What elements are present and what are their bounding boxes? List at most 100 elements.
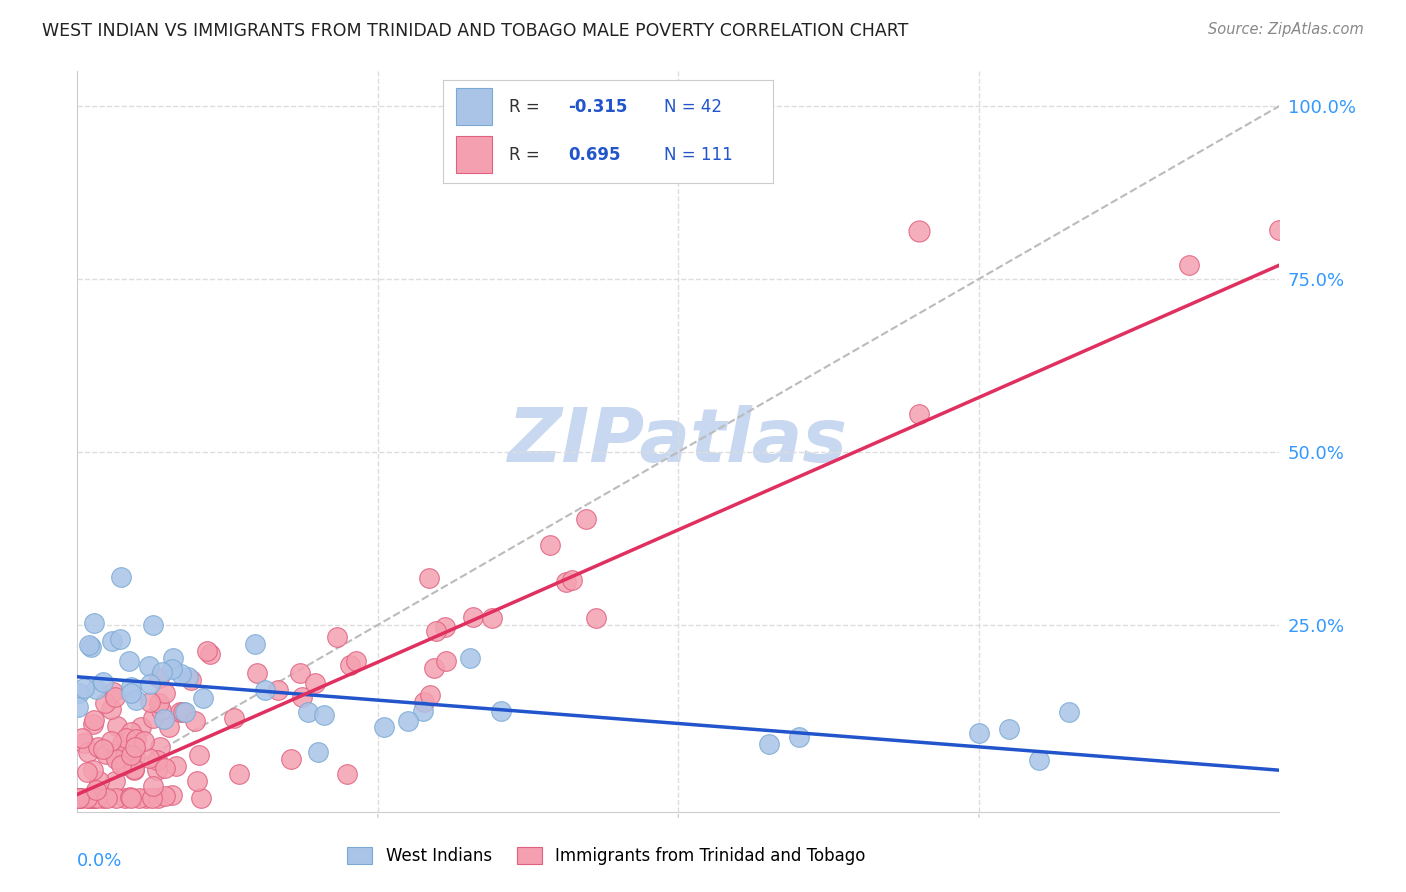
Point — [82, 763, 104, 777]
Point — [146, 764, 169, 778]
Point — [758, 737, 780, 751]
Point — [128, 790, 150, 805]
Point — [108, 632, 131, 646]
Point — [574, 512, 596, 526]
Point — [344, 654, 367, 668]
Point — [561, 574, 583, 588]
Point — [412, 704, 434, 718]
Point — [125, 693, 148, 707]
Point — [91, 790, 114, 805]
Point — [142, 618, 165, 632]
Point — [83, 790, 105, 805]
Point — [87, 740, 110, 755]
Point — [170, 666, 193, 681]
Point — [87, 773, 110, 788]
Point — [142, 711, 165, 725]
Point — [169, 705, 191, 719]
Point — [73, 736, 96, 750]
Point — [80, 640, 103, 654]
Point — [70, 790, 93, 805]
Point — [190, 790, 212, 805]
Legend: West Indians, Immigrants from Trinidad and Tobago: West Indians, Immigrants from Trinidad a… — [339, 838, 873, 874]
Point — [138, 751, 160, 765]
Text: WEST INDIAN VS IMMIGRANTS FROM TRINIDAD AND TOBAGO MALE POVERTY CORRELATION CHAR: WEST INDIAN VS IMMIGRANTS FROM TRINIDAD … — [42, 22, 908, 40]
Point — [67, 790, 90, 805]
Text: R =: R = — [509, 146, 546, 164]
Point — [184, 714, 207, 728]
Point — [998, 723, 1021, 737]
Point — [114, 790, 136, 805]
Text: ZIPatlas: ZIPatlas — [509, 405, 848, 478]
Point — [433, 619, 456, 633]
Point — [160, 788, 183, 802]
Point — [280, 752, 302, 766]
Point — [146, 790, 169, 805]
Point — [266, 682, 288, 697]
Point — [413, 695, 436, 709]
Point — [83, 786, 105, 800]
Point — [103, 747, 125, 761]
Point — [139, 695, 162, 709]
Point — [76, 765, 98, 780]
Point — [94, 747, 117, 761]
Text: N = 42: N = 42 — [664, 98, 723, 116]
Point — [110, 570, 132, 584]
Point — [162, 650, 184, 665]
Point — [200, 648, 222, 662]
Point — [84, 783, 107, 797]
Point — [105, 719, 128, 733]
Point — [481, 610, 503, 624]
Point — [489, 704, 512, 718]
Point — [967, 725, 990, 739]
Point — [1178, 259, 1201, 273]
Point — [115, 743, 138, 757]
Point — [132, 734, 155, 748]
Point — [312, 708, 335, 723]
Point — [908, 408, 931, 422]
Point — [135, 790, 157, 805]
Point — [538, 538, 561, 552]
Point — [101, 634, 124, 648]
Point — [195, 644, 218, 658]
Point — [138, 659, 160, 673]
Point — [458, 651, 481, 665]
Point — [67, 790, 90, 805]
Point — [461, 610, 484, 624]
Point — [165, 759, 187, 773]
Point — [76, 790, 98, 805]
Point — [1057, 705, 1080, 719]
Point — [118, 654, 141, 668]
Point — [83, 615, 105, 630]
Text: Source: ZipAtlas.com: Source: ZipAtlas.com — [1208, 22, 1364, 37]
Point — [138, 677, 160, 691]
Point — [91, 674, 114, 689]
Point — [160, 662, 183, 676]
Point — [122, 763, 145, 777]
Point — [149, 739, 172, 754]
Point — [118, 790, 141, 805]
Point — [304, 676, 326, 690]
Point — [83, 713, 105, 727]
Point — [325, 630, 347, 644]
Point — [124, 748, 146, 763]
Point — [86, 790, 108, 805]
Text: 0.0%: 0.0% — [77, 853, 122, 871]
Point — [157, 720, 180, 734]
Point — [186, 773, 208, 788]
Point — [339, 657, 361, 672]
Point — [172, 706, 194, 720]
Point — [373, 720, 395, 734]
Point — [153, 686, 176, 700]
Point — [180, 673, 202, 687]
Point — [114, 758, 136, 772]
Point — [141, 790, 163, 805]
Point — [153, 712, 176, 726]
Point — [419, 688, 441, 702]
Point — [396, 714, 419, 728]
Point — [307, 745, 329, 759]
Point — [104, 690, 127, 704]
Point — [142, 779, 165, 793]
Point — [422, 661, 444, 675]
Point — [67, 790, 90, 805]
Text: -0.315: -0.315 — [568, 98, 628, 116]
